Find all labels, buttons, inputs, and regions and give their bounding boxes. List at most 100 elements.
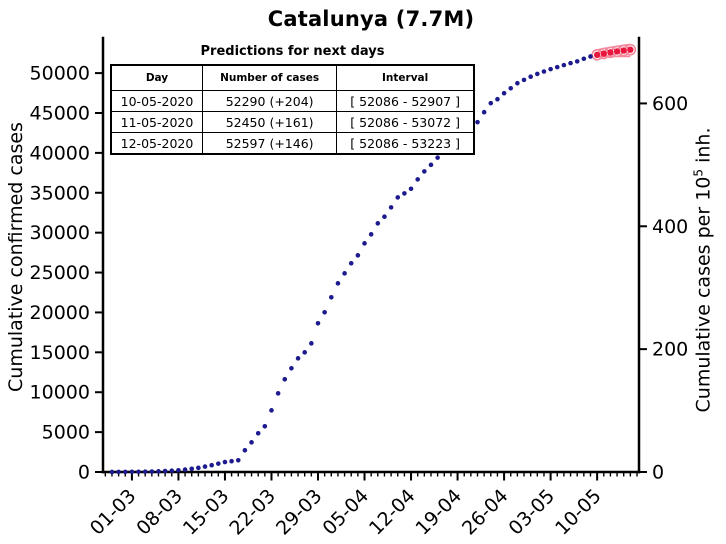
prediction-cases: 52597 (+146) xyxy=(201,132,338,155)
observed-point xyxy=(122,469,128,475)
right-axis-label-superscript: 5 xyxy=(691,168,706,177)
x-tick-label: 26-04 xyxy=(458,485,513,540)
x-tick-label: 10-05 xyxy=(551,485,606,540)
predictions-panel: Predictions for next days Day Number of … xyxy=(110,44,475,155)
y-axis-right: 0 200 400 600 xyxy=(639,93,688,484)
table-row: 10-05-2020 52290 (+204) [ 52086 - 52907 … xyxy=(110,90,475,112)
observed-point xyxy=(216,461,221,466)
y-tick-label: 45000 xyxy=(30,102,90,124)
observed-point xyxy=(488,100,494,106)
y-tick-label: 25000 xyxy=(30,262,90,284)
observed-point xyxy=(541,69,547,74)
observed-point xyxy=(222,459,228,465)
prediction-cases: 52290 (+204) xyxy=(201,90,338,112)
observed-point xyxy=(561,62,567,68)
observed-point xyxy=(521,77,527,83)
chart-title: Catalunya (7.7M) xyxy=(267,7,475,31)
observed-point xyxy=(581,56,587,62)
table-row: 11-05-2020 52450 (+161) [ 52086 - 53072 … xyxy=(110,111,475,133)
observed-series xyxy=(109,54,593,475)
observed-point xyxy=(475,119,480,125)
predicted-series xyxy=(593,46,634,59)
observed-point xyxy=(235,457,241,463)
observed-point xyxy=(289,365,294,371)
observed-point xyxy=(382,214,387,220)
observed-point xyxy=(368,232,374,237)
observed-point xyxy=(282,376,288,382)
prediction-interval: [ 52086 - 53072 ] xyxy=(336,111,475,133)
y-tick-label: 40000 xyxy=(30,142,90,164)
observed-point xyxy=(322,309,327,315)
observed-point xyxy=(149,469,155,474)
right-axis-label-prefix: Cumulative cases per 10 xyxy=(692,176,715,413)
observed-point xyxy=(315,320,321,326)
observed-point xyxy=(275,391,281,396)
observed-point xyxy=(242,448,248,453)
observed-point xyxy=(328,294,334,300)
column-header-interval: Interval xyxy=(336,64,475,91)
predicted-point xyxy=(607,49,614,56)
observed-point xyxy=(395,195,401,200)
column-header-number-of-cases: Number of cases xyxy=(201,64,338,91)
y2-tick-label: 0 xyxy=(652,462,664,484)
observed-point xyxy=(481,109,487,115)
y-tick-label: 50000 xyxy=(30,63,90,85)
observed-point xyxy=(156,469,161,474)
table-row: 12-05-2020 52597 (+146) [ 52086 - 53223 … xyxy=(110,132,475,155)
observed-point xyxy=(129,469,135,475)
predicted-point xyxy=(613,48,621,55)
x-tick-label: 01-03 xyxy=(86,485,141,540)
predicted-point xyxy=(593,51,601,59)
observed-point xyxy=(269,408,274,413)
observed-point xyxy=(348,260,354,266)
y2-tick-label: 200 xyxy=(652,339,688,361)
y-tick-label: 15000 xyxy=(30,342,90,364)
right-axis-label: Cumulative cases per 105 inh. xyxy=(691,128,714,413)
observed-point xyxy=(355,253,361,258)
observed-point xyxy=(109,469,115,475)
y-tick-label: 20000 xyxy=(30,302,90,324)
observed-point xyxy=(528,74,533,79)
observed-point xyxy=(495,96,500,102)
observed-point xyxy=(202,464,208,469)
observed-point xyxy=(388,205,394,210)
observed-point xyxy=(501,90,507,96)
predictions-table-header-row: Day Number of cases Interval xyxy=(110,64,475,91)
observed-point xyxy=(162,468,168,474)
observed-point xyxy=(309,341,314,346)
observed-point xyxy=(196,465,201,471)
observed-point xyxy=(169,468,175,474)
observed-point xyxy=(249,440,254,445)
x-tick-label: 29-03 xyxy=(272,485,327,540)
prediction-day: 11-05-2020 xyxy=(110,111,203,133)
observed-point xyxy=(262,423,268,429)
predicted-point xyxy=(627,46,634,53)
observed-point xyxy=(255,431,261,436)
x-tick-label: 12-04 xyxy=(365,485,420,540)
prediction-interval: [ 52086 - 53223 ] xyxy=(336,132,475,155)
observed-point xyxy=(515,80,520,86)
observed-point xyxy=(302,350,308,355)
observed-point xyxy=(408,186,414,192)
observed-point xyxy=(554,64,560,70)
observed-point xyxy=(189,466,195,472)
prediction-day: 12-05-2020 xyxy=(110,132,203,155)
observed-point xyxy=(428,162,434,168)
y-axis-left: 0 5000 10000 15000 20000 25000 30000 35000 40000… xyxy=(30,63,103,484)
predicted-point xyxy=(600,50,607,57)
left-axis-label-text: Cumulative confirmed cases xyxy=(5,122,27,392)
predictions-table-title: Predictions for next days xyxy=(200,44,385,59)
predicted-point xyxy=(620,47,627,54)
observed-point xyxy=(568,60,573,66)
column-header-day: Day xyxy=(110,64,203,91)
observed-point xyxy=(422,169,427,174)
prediction-interval: [ 52086 - 52907 ] xyxy=(336,90,475,112)
observed-point xyxy=(142,469,148,474)
x-tick-label: 08-03 xyxy=(132,485,187,540)
observed-point xyxy=(435,155,440,160)
observed-point xyxy=(182,467,188,472)
x-axis: 01-0308-0315-0322-0329-0305-0412-0419-04… xyxy=(86,472,638,540)
left-axis-label: Cumulative confirmed cases xyxy=(5,122,27,392)
